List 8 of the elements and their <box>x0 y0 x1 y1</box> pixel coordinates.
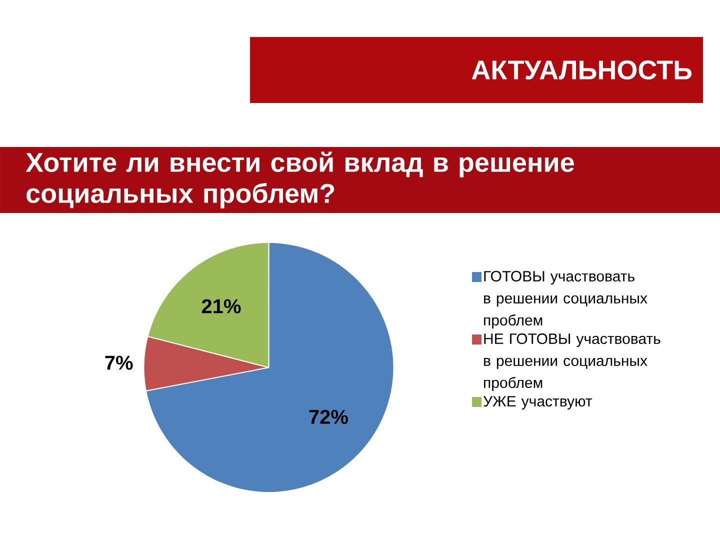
data-label: 7% <box>105 356 133 370</box>
data-label: 72% <box>309 410 348 424</box>
legend-label: НЕ ГОТОВЫ участвовать в решении социальных проблем <box>484 333 660 392</box>
chart-title: Хотите ли внести свой вклад в решение социальных проблем? <box>26 152 574 208</box>
data-label: 21% <box>202 299 241 314</box>
legend-label: УЖЕ участвуют <box>483 396 592 410</box>
text: АКТУАЛЬНОСТЬ <box>472 60 692 80</box>
legend-label: ГОТОВЫ участвовать в решении социальных проблем <box>484 270 648 328</box>
